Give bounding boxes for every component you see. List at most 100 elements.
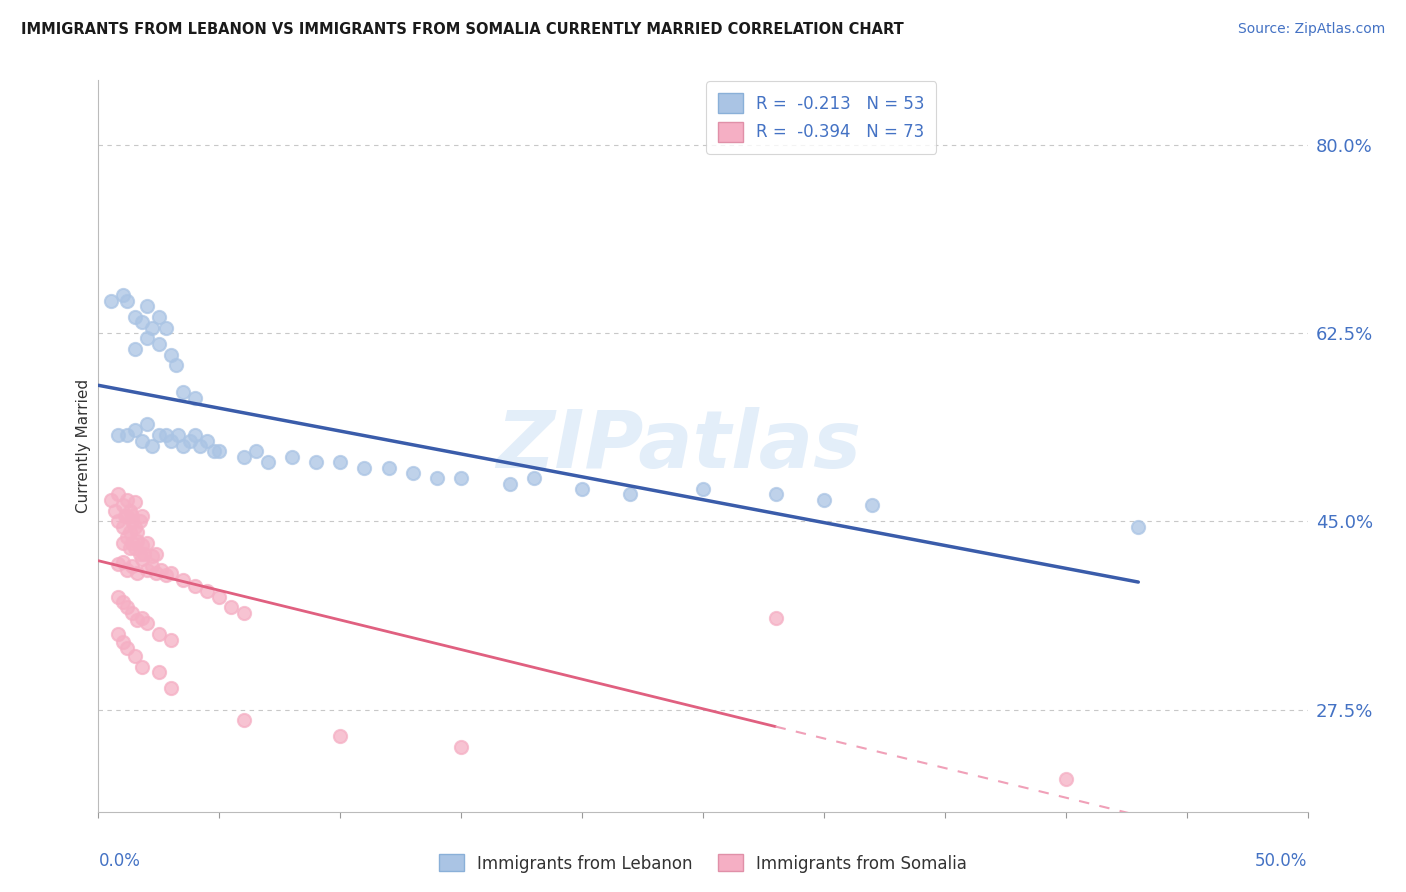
Point [305, 455, 328, 469]
Point [1128, 519, 1150, 533]
Point [184, 428, 207, 442]
Point [135, 616, 157, 631]
Point [135, 331, 157, 345]
Point [117, 600, 139, 615]
Point [426, 471, 449, 485]
Legend: R =  -0.213   N = 53, R =  -0.394   N = 73: R = -0.213 N = 53, R = -0.394 N = 73 [706, 81, 936, 153]
Point [148, 627, 170, 641]
Point [128, 547, 150, 561]
Point [160, 566, 183, 580]
Point [329, 730, 352, 744]
Point [124, 541, 146, 556]
Point [523, 471, 546, 485]
Point [107, 487, 129, 501]
Point [208, 590, 231, 604]
Point [124, 495, 146, 509]
Point [124, 310, 146, 324]
Point [155, 428, 177, 442]
Point [117, 563, 139, 577]
Point [111, 536, 134, 550]
Point [131, 434, 153, 448]
Point [145, 547, 167, 561]
Point [281, 450, 304, 464]
Point [100, 492, 122, 507]
Point [134, 547, 156, 561]
Point [135, 563, 157, 577]
Point [184, 391, 207, 405]
Point [111, 498, 134, 512]
Point [256, 455, 278, 469]
Point [184, 579, 207, 593]
Point [118, 541, 141, 556]
Point [111, 595, 134, 609]
Point [172, 385, 194, 400]
Point [127, 566, 149, 580]
Point [107, 514, 129, 528]
Point [135, 417, 157, 432]
Legend: Immigrants from Lebanon, Immigrants from Somalia: Immigrants from Lebanon, Immigrants from… [432, 847, 974, 880]
Point [172, 574, 194, 588]
Point [117, 530, 139, 544]
Point [208, 444, 231, 458]
Point [232, 450, 254, 464]
Point [117, 492, 139, 507]
Point [117, 508, 139, 523]
Point [104, 503, 127, 517]
Point [118, 503, 141, 517]
Point [135, 299, 157, 313]
Point [141, 320, 163, 334]
Point [127, 613, 149, 627]
Point [148, 428, 170, 442]
Point [245, 444, 267, 458]
Point [148, 665, 170, 679]
Point [232, 714, 254, 728]
Point [121, 508, 143, 523]
Point [124, 342, 146, 356]
Point [131, 538, 153, 552]
Point [160, 434, 183, 448]
Point [100, 293, 122, 308]
Text: IMMIGRANTS FROM LEBANON VS IMMIGRANTS FROM SOMALIA CURRENTLY MARRIED CORRELATION: IMMIGRANTS FROM LEBANON VS IMMIGRANTS FR… [21, 22, 904, 37]
Point [124, 423, 146, 437]
Point [155, 568, 177, 582]
Text: Source: ZipAtlas.com: Source: ZipAtlas.com [1237, 22, 1385, 37]
Point [148, 310, 170, 324]
Point [692, 482, 714, 496]
Point [127, 524, 149, 539]
Point [195, 434, 218, 448]
Point [114, 508, 136, 523]
Point [353, 460, 375, 475]
Point [150, 563, 173, 577]
Text: 0.0%: 0.0% [98, 852, 141, 870]
Point [498, 476, 520, 491]
Point [124, 648, 146, 663]
Point [329, 455, 352, 469]
Point [141, 559, 163, 574]
Point [111, 634, 134, 648]
Point [619, 487, 641, 501]
Y-axis label: Currently Married: Currently Married [76, 379, 91, 513]
Point [813, 492, 835, 507]
Point [107, 558, 129, 572]
Point [111, 555, 134, 569]
Text: ZIPatlas: ZIPatlas [496, 407, 862, 485]
Point [179, 434, 201, 448]
Point [232, 606, 254, 620]
Point [172, 439, 194, 453]
Point [160, 681, 183, 695]
Point [135, 536, 157, 550]
Point [121, 606, 143, 620]
Point [402, 466, 425, 480]
Point [450, 740, 472, 755]
Point [111, 519, 134, 533]
Point [117, 293, 139, 308]
Point [765, 611, 787, 625]
Point [107, 428, 129, 442]
Point [145, 566, 167, 580]
Point [121, 514, 143, 528]
Point [131, 508, 153, 523]
Point [111, 288, 134, 302]
Point [377, 460, 399, 475]
Point [121, 536, 143, 550]
Point [160, 348, 183, 362]
